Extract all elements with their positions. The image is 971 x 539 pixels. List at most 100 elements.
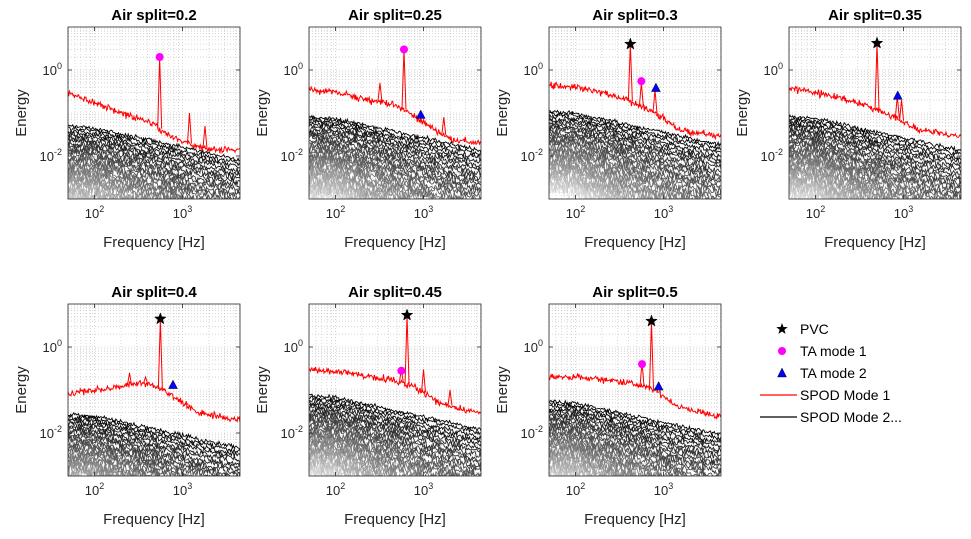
spod-mode-27-line bbox=[68, 178, 130, 199]
spod-mode-6-line bbox=[68, 420, 240, 467]
spod-mode-4-line bbox=[309, 117, 481, 162]
spod-mode-17-line bbox=[309, 427, 458, 476]
y-tick-label-exp: 0 bbox=[57, 61, 62, 71]
y-tick-label-exp: -2 bbox=[54, 147, 62, 157]
spod-mode-18-line bbox=[789, 149, 938, 199]
spod-mode-13-line bbox=[68, 148, 239, 199]
plot-area bbox=[789, 27, 961, 199]
x-tick-label: 102 bbox=[85, 204, 104, 221]
subplot-title: Air split=0.4 bbox=[111, 284, 197, 301]
spod-mode-27-line bbox=[68, 467, 102, 476]
x-tick-label-base: 10 bbox=[566, 483, 580, 498]
spod-mode-1-peak bbox=[447, 389, 453, 406]
y-tick-label: 100 bbox=[524, 61, 543, 78]
tick-marks bbox=[789, 27, 961, 199]
x-tick-label: 102 bbox=[85, 481, 104, 498]
x-tick-label-base: 10 bbox=[326, 483, 340, 498]
spod-mode-1-peak bbox=[127, 372, 133, 386]
spod-mode-32-line bbox=[309, 182, 366, 199]
x-tick-label-exp: 3 bbox=[668, 481, 673, 491]
legend-label: TA mode 1 bbox=[800, 343, 867, 359]
subplot-title: Air split=0.25 bbox=[348, 7, 442, 24]
y-tick-label-exp: -2 bbox=[535, 147, 543, 157]
legend-item: PVC bbox=[776, 321, 829, 337]
legend-label: SPOD Mode 1 bbox=[800, 387, 890, 403]
x-axis-label: Frequency [Hz] bbox=[824, 234, 926, 251]
spod-mode-1-line bbox=[549, 81, 721, 141]
tick-marks bbox=[549, 27, 721, 199]
ta-mode-1-marker bbox=[397, 366, 406, 375]
x-tick-label-base: 10 bbox=[173, 206, 187, 221]
spod-mode-6-line bbox=[549, 408, 721, 454]
legend-item: SPOD Mode 1 bbox=[760, 387, 890, 403]
y-tick-label-exp: 0 bbox=[57, 338, 62, 348]
spod-mode-28-line bbox=[309, 173, 382, 199]
y-tick-label: 100 bbox=[43, 61, 62, 78]
y-tick-label-exp: -2 bbox=[535, 424, 543, 434]
legend-item: TA mode 1 bbox=[778, 343, 867, 359]
y-tick-label-base: 10 bbox=[281, 149, 295, 164]
x-axis-label: Frequency [Hz] bbox=[584, 234, 686, 251]
spod-mode-26-line bbox=[68, 178, 134, 199]
ta-mode-1-marker bbox=[399, 45, 408, 54]
spod-mode-24-line bbox=[789, 161, 892, 199]
spod-mode-26-line bbox=[789, 166, 887, 199]
spod-mode-3-line bbox=[549, 110, 721, 152]
x-tick-label: 102 bbox=[806, 204, 825, 221]
spod-mode-1-peak bbox=[202, 125, 208, 149]
x-tick-label-exp: 3 bbox=[908, 204, 913, 214]
plot-lines bbox=[789, 43, 961, 199]
spod-mode-32-line bbox=[549, 176, 616, 199]
x-tick-label-base: 10 bbox=[173, 483, 187, 498]
spod-mode-4-line bbox=[789, 118, 961, 162]
x-axis-label: Frequency [Hz] bbox=[344, 511, 446, 528]
spod-mode-24-line bbox=[68, 460, 120, 476]
spod-mode-19-line bbox=[549, 438, 673, 476]
x-tick-label-exp: 2 bbox=[340, 481, 345, 491]
spod-mode-4-line bbox=[549, 113, 721, 154]
spod-mode-31-line bbox=[309, 182, 366, 199]
y-tick-label-base: 10 bbox=[764, 63, 778, 78]
spod-mode-11-line bbox=[549, 128, 721, 183]
spod-mode-19-line bbox=[309, 153, 443, 199]
x-tick-label-exp: 3 bbox=[428, 481, 433, 491]
ta-mode-2-marker bbox=[653, 381, 664, 391]
spod-mode-14-line bbox=[68, 150, 232, 199]
spod-mode-8-line bbox=[549, 121, 721, 170]
ta-mode-1-marker bbox=[638, 360, 647, 369]
y-axis-label: Energy bbox=[494, 89, 511, 137]
x-tick-label-base: 10 bbox=[414, 483, 428, 498]
spod-mode-6-line bbox=[309, 402, 481, 447]
ta-mode-2-marker bbox=[168, 379, 178, 389]
spod-mode-13-line bbox=[309, 137, 481, 196]
spod-mode-1-line bbox=[68, 380, 240, 423]
y-tick-label-exp: -2 bbox=[295, 147, 303, 157]
y-tick-label-exp: 0 bbox=[298, 338, 303, 348]
x-tick-label-exp: 2 bbox=[580, 481, 585, 491]
spod-mode-2-line bbox=[549, 399, 721, 437]
axes-box bbox=[67, 26, 241, 200]
x-tick-label: 103 bbox=[173, 481, 192, 498]
x-tick-label-exp: 2 bbox=[99, 481, 104, 491]
spod-mode-6-line bbox=[309, 123, 481, 169]
x-tick-label: 103 bbox=[414, 481, 433, 498]
x-tick-label-exp: 3 bbox=[428, 204, 433, 214]
spod-mode-9-line bbox=[549, 124, 721, 176]
x-tick-label: 102 bbox=[566, 481, 585, 498]
spod-mode-1-line bbox=[68, 89, 240, 155]
spod-mode-3-line bbox=[309, 395, 481, 436]
spod-mode-20-line bbox=[789, 153, 923, 199]
y-tick-label-base: 10 bbox=[521, 149, 535, 164]
x-tick-label-base: 10 bbox=[85, 483, 99, 498]
y-tick-label-base: 10 bbox=[284, 63, 298, 78]
y-tick-label-base: 10 bbox=[521, 426, 535, 441]
spod-mode-20-line bbox=[68, 453, 146, 476]
spod-mode-1-peak bbox=[421, 369, 427, 393]
spod-mode-1-line bbox=[309, 85, 481, 146]
y-tick-label-base: 10 bbox=[40, 149, 54, 164]
spod-mode-15-line bbox=[309, 423, 481, 476]
spod-mode-10-line bbox=[309, 411, 481, 463]
ta-mode-1-marker bbox=[155, 53, 164, 62]
